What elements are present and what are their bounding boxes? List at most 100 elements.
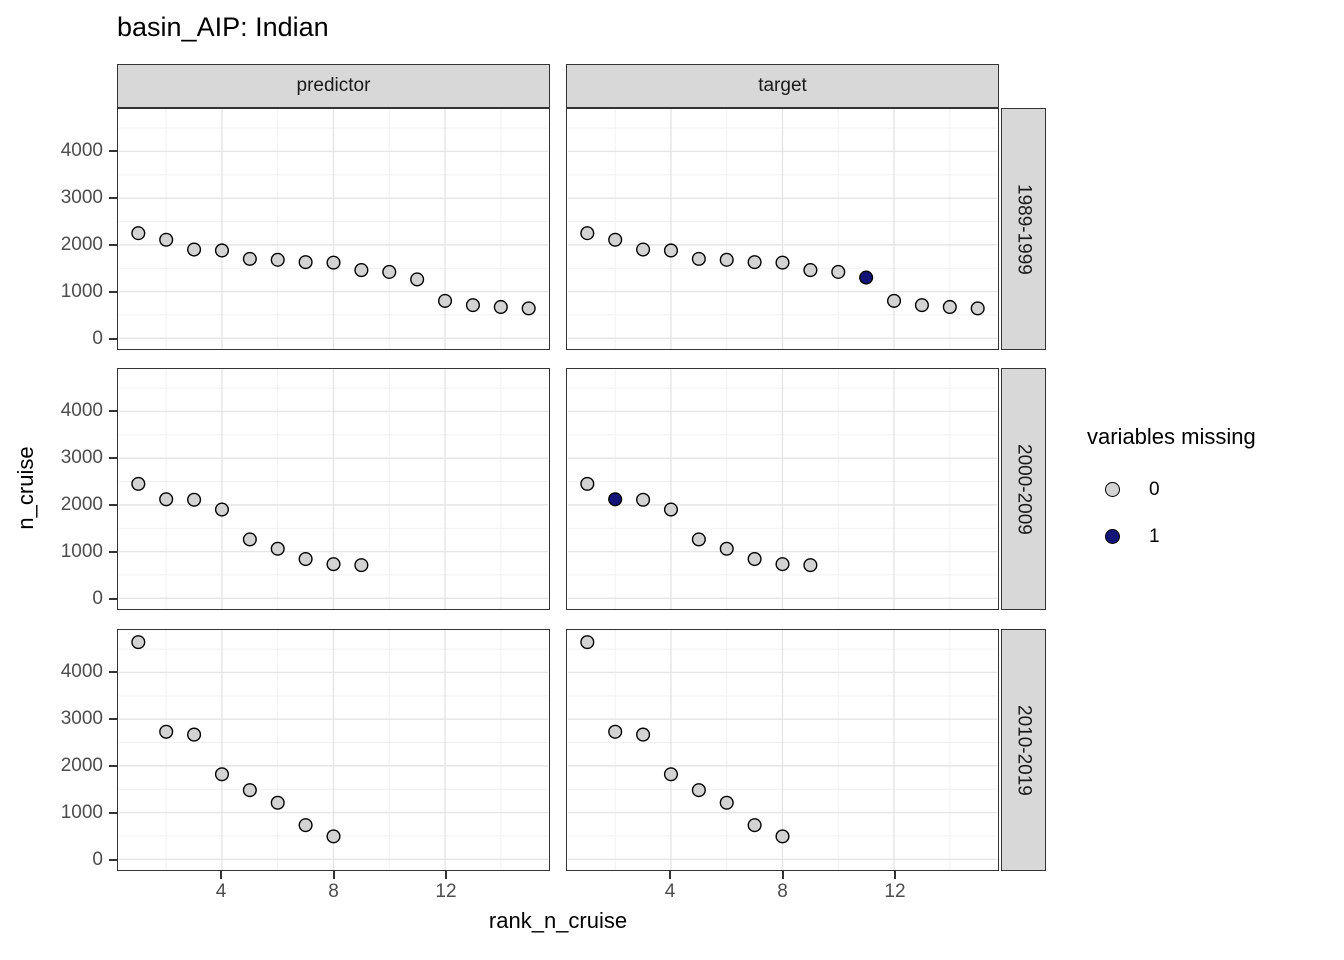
- legend-title: variables missing: [1087, 424, 1256, 449]
- data-point: [663, 243, 679, 258]
- x-tick-mark: [893, 871, 896, 879]
- data-point: [859, 270, 874, 285]
- data-point: [747, 255, 762, 270]
- facet-row-strip-label: 1989-1999: [1013, 183, 1035, 275]
- data-point: [608, 492, 623, 507]
- data-point: [775, 557, 790, 572]
- panel-predictor-1989-1999: [117, 108, 550, 350]
- legend-item-label: 0: [1149, 478, 1160, 500]
- panel-target-2000-2009: [566, 368, 999, 610]
- facet-col-strip-label: predictor: [296, 75, 371, 96]
- data-point: [242, 251, 257, 266]
- x-tick-label: 12: [435, 881, 457, 902]
- y-tick-mark: [109, 859, 117, 862]
- data-point: [354, 263, 369, 278]
- data-point: [636, 242, 651, 257]
- data-point: [775, 255, 790, 270]
- x-tick-label: 8: [777, 881, 788, 902]
- x-tick-mark: [669, 871, 672, 879]
- data-point: [719, 252, 734, 267]
- legend-key-circle-0: [1105, 482, 1120, 497]
- data-point: [580, 226, 595, 241]
- facet-row-strip-label: 2010-2019: [1013, 704, 1035, 796]
- data-point: [410, 272, 425, 287]
- data-point: [803, 558, 818, 573]
- y-tick-label: 2000: [60, 494, 103, 515]
- panel-predictor-2010-2019: [117, 629, 550, 871]
- y-tick-mark: [109, 196, 117, 199]
- panel-plot-area: [567, 109, 998, 349]
- data-point: [159, 492, 174, 507]
- data-point: [691, 783, 706, 798]
- data-point: [942, 299, 957, 315]
- data-point: [831, 264, 846, 279]
- data-point: [187, 242, 202, 257]
- panel-plot-area: [567, 630, 998, 870]
- y-tick-label: 1000: [60, 281, 103, 303]
- y-tick-mark: [109, 598, 117, 601]
- y-tick-label: 0: [92, 588, 103, 610]
- panel-plot-area: [118, 109, 549, 349]
- legend-item-label: 1: [1149, 525, 1160, 547]
- data-point: [914, 298, 929, 313]
- data-point: [493, 299, 508, 315]
- data-point: [326, 829, 341, 844]
- data-point: [521, 301, 536, 316]
- data-point: [298, 818, 313, 833]
- panel-target-2010-2019: [566, 629, 999, 871]
- data-point: [270, 541, 285, 556]
- data-point: [663, 502, 679, 517]
- y-tick-label: 3000: [60, 446, 103, 468]
- data-point: [242, 532, 257, 547]
- facet-col-strip-target: target: [566, 64, 999, 108]
- legend: variables missing 0 1: [1087, 424, 1337, 560]
- data-point: [214, 243, 230, 258]
- y-tick-label: 0: [92, 849, 103, 871]
- x-axis-title: rank_n_cruise: [488, 908, 628, 933]
- data-point: [580, 635, 595, 650]
- panel-plot-area: [118, 630, 549, 870]
- y-tick-label: 3000: [60, 186, 103, 208]
- data-point: [242, 783, 257, 798]
- data-point: [437, 293, 453, 308]
- data-point: [663, 767, 679, 782]
- x-tick-label: 4: [215, 881, 227, 902]
- x-tick-mark: [444, 871, 447, 879]
- facet-row-strip-label: 2000-2009: [1013, 443, 1035, 535]
- data-point: [775, 829, 790, 844]
- data-point: [886, 293, 902, 308]
- panel-predictor-2000-2009: [117, 368, 550, 610]
- facet-row-strip-2000-2009: 2000-2009: [1001, 368, 1046, 610]
- data-point: [719, 795, 734, 810]
- data-point: [326, 557, 341, 572]
- y-tick-label: 0: [92, 328, 103, 350]
- y-tick-mark: [109, 504, 117, 506]
- facet-row-strip-1989-1999: 1989-1999: [1001, 108, 1046, 350]
- data-point: [326, 255, 341, 270]
- data-point: [214, 767, 230, 782]
- legend-item-0: 0: [1087, 466, 1337, 513]
- y-tick-label: 3000: [60, 707, 103, 729]
- data-point: [465, 298, 480, 313]
- data-point: [636, 727, 651, 742]
- data-point: [608, 232, 623, 247]
- data-point: [608, 724, 623, 739]
- y-tick-mark: [109, 338, 117, 341]
- y-tick-mark: [109, 765, 117, 767]
- y-tick-mark: [109, 717, 117, 720]
- data-point: [803, 263, 818, 278]
- data-point: [159, 232, 174, 247]
- y-tick-label: 4000: [60, 660, 103, 682]
- y-tick-mark: [109, 409, 117, 412]
- y-tick-label: 1000: [60, 541, 103, 563]
- x-tick-label: 4: [664, 881, 676, 902]
- y-tick-label: 4000: [60, 399, 103, 421]
- y-tick-label: 1000: [60, 802, 103, 824]
- data-point: [691, 251, 706, 266]
- data-point: [131, 635, 146, 650]
- data-point: [159, 724, 174, 739]
- x-tick-mark: [781, 871, 784, 879]
- data-point: [636, 492, 651, 507]
- y-tick-mark: [109, 456, 117, 459]
